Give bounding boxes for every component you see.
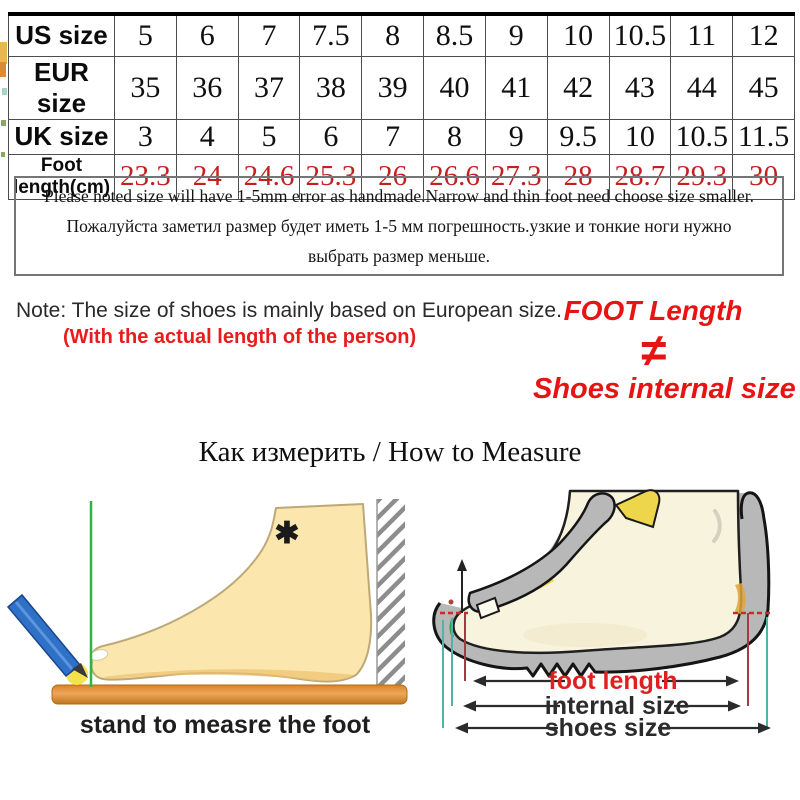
size-cell: 6 (299, 118, 363, 155)
inequality-bottom-label: Shoes internal size (533, 373, 796, 406)
shoes-size-arrowhead-left (455, 722, 468, 734)
how-to-measure-heading: Как измерить / How to Measure (198, 436, 582, 468)
size-cell: 36 (175, 55, 239, 120)
inequality-block: FOOT Length ≠ Shoes internal size (533, 295, 796, 406)
size-cell: 9 (484, 13, 548, 57)
crop-artifact (1, 152, 5, 157)
size-cell: 42 (546, 55, 610, 120)
size-cell: 11 (670, 13, 734, 57)
toe-up-arrowhead (457, 559, 467, 571)
internal-size-arrowhead-right (728, 700, 741, 712)
crop-artifact (0, 42, 7, 64)
crop-artifact (2, 88, 7, 95)
floor (51, 684, 408, 705)
handmade-notice-box: Please noted size will have 1-5mm error … (14, 176, 784, 276)
shoe-cross-section-illustration: foot length internal size shoes size (432, 489, 772, 742)
size-cell: 37 (237, 55, 301, 120)
size-cell: 43 (608, 55, 672, 120)
pencil-facet (14, 601, 74, 670)
size-cell: 41 (484, 55, 548, 120)
size-cell: 10 (608, 118, 672, 155)
foot-measure-illustration: ✱ (6, 499, 408, 705)
size-cell: 5 (114, 13, 177, 57)
internal-size-label: internal size (545, 692, 690, 720)
foot-length-arrowhead-right (726, 675, 739, 687)
not-equal-icon: ≠ (640, 324, 666, 376)
size-cell: 10.5 (670, 118, 734, 155)
size-cell: 10.5 (608, 13, 672, 57)
strap-notch (475, 596, 501, 620)
crop-artifact (1, 120, 6, 126)
foot-profile (90, 503, 373, 683)
note-text: Note: The size of shoes is mainly based … (16, 299, 562, 322)
row-label-foot-length: Foot length(cm) (8, 153, 115, 200)
table-row-eur: EUR size 35 36 37 38 39 40 41 42 43 44 4… (8, 55, 795, 120)
size-cell: 35 (114, 55, 177, 120)
notice-line-en: Please noted size will have 1-5mm error … (44, 185, 754, 206)
table-row-uk: UK size 3 4 5 6 7 8 9 9.5 10 10.5 11.5 (8, 118, 795, 155)
table-row-us: US size 5 6 7 7.5 8 8.5 9 10 10.5 11 12 (8, 13, 795, 57)
size-cell: 8 (423, 118, 486, 155)
size-cell: 12 (732, 13, 795, 57)
size-cell: 7 (237, 13, 301, 57)
size-cell: 40 (423, 55, 486, 120)
size-conversion-table: US size 5 6 7 7.5 8 8.5 9 10 10.5 11 12 … (8, 12, 795, 200)
leg-shading (712, 509, 722, 543)
size-cell: 39 (361, 55, 425, 120)
size-cell: 45 (732, 55, 795, 120)
shoes-size-arrowhead-right (758, 722, 771, 734)
wall-hatching (377, 499, 405, 685)
tongue-yellow (614, 489, 661, 529)
size-cell: 9.5 (546, 118, 610, 155)
size-cell: 7 (361, 118, 425, 155)
pencil-point (72, 663, 88, 678)
size-cell: 10 (546, 13, 610, 57)
foot-length-label: foot length (548, 667, 677, 695)
shoe-outline (432, 491, 771, 678)
shoes-size-label: shoes size (545, 714, 672, 742)
size-cell: 38 (299, 55, 363, 120)
internal-size-arrowhead-left (463, 700, 476, 712)
foot-length-arrowhead-left (473, 675, 486, 687)
size-cell: 11.5 (732, 118, 795, 155)
notice-line-ru: Пожалуйста заметил размер будет иметь 1-… (66, 215, 732, 267)
left-figure-caption: stand to measre the foot (79, 711, 371, 739)
toe-dot (448, 599, 454, 605)
size-cell: 8.5 (423, 13, 486, 57)
size-cell: 9 (484, 118, 548, 155)
foot-sole-shading (103, 669, 354, 681)
row-label-uk-size: UK size (8, 118, 115, 155)
size-cell: 6 (175, 13, 239, 57)
row-label-eur-size: EUR size (8, 55, 115, 120)
size-cell: 8 (361, 13, 425, 57)
size-cell: 5 (237, 118, 301, 155)
note-subtext: (With the actual length of the person) (63, 326, 417, 348)
ankle-asterisk-icon: ✱ (274, 517, 299, 550)
size-cell: 7.5 (299, 13, 363, 57)
size-cell: 4 (175, 118, 239, 155)
heel-shading (735, 583, 746, 615)
arch-shading (523, 623, 647, 647)
size-cell: 3 (114, 118, 177, 155)
size-cell: 44 (670, 55, 734, 120)
crop-artifact (0, 62, 6, 77)
inequality-top-label: FOOT Length (563, 295, 743, 326)
row-label-us-size: US size (8, 13, 115, 57)
